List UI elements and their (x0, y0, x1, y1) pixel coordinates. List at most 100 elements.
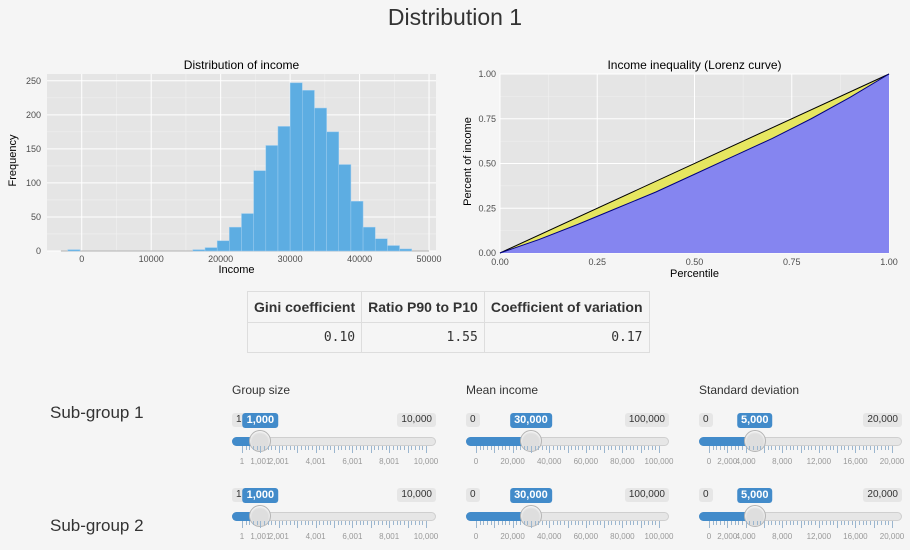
slider-tick (275, 521, 277, 525)
slider-tick (730, 521, 732, 525)
slider-tick (811, 521, 813, 525)
slider-tick (367, 521, 369, 525)
slider-tick (884, 521, 886, 525)
slider-tick (414, 521, 416, 525)
subgroup-1-standard-deviation-slider[interactable]: 0 20,000 5,000 0 2,000 4,000 8,000 12,000 16,000… (699, 413, 904, 475)
slider-grid-label: 40,000 (536, 532, 562, 541)
slider-tick (709, 521, 710, 528)
slider-tick (829, 446, 831, 450)
slider-value-label: 5,000 (736, 488, 773, 503)
histogram-bar (350, 201, 364, 252)
slider-tick (359, 521, 361, 525)
slider-tick (260, 521, 262, 528)
slider-tick (629, 446, 631, 450)
slider-max-label: 10,000 (397, 488, 436, 502)
slider-handle[interactable] (249, 430, 272, 452)
slider-tick (644, 521, 646, 525)
slider-tick (293, 521, 295, 525)
slider-tick (716, 446, 718, 450)
subgroup-1-label: Sub-group 1 (50, 403, 144, 422)
slider-tick (567, 521, 569, 528)
slider-tick (888, 446, 890, 450)
slider-tick (712, 521, 714, 525)
y-tick-label: 200 (26, 110, 41, 120)
slider-tick (359, 446, 361, 450)
slider-tick (549, 446, 551, 453)
slider-tick (881, 521, 883, 525)
slider-tick (563, 521, 565, 525)
slider-grid-label: 10,000 (413, 532, 439, 541)
slider-tick (403, 521, 405, 525)
slider-tick (807, 521, 809, 525)
slider-tick (855, 521, 857, 528)
slider-tick (267, 446, 269, 450)
slider-tick (596, 446, 598, 450)
slider-tick (648, 521, 650, 525)
slider-tick (752, 446, 754, 450)
slider-tick (734, 446, 736, 450)
slider-tick (574, 446, 576, 450)
slider-tick (370, 446, 372, 453)
subgroup-2-mean-income-slider[interactable]: 0 100,000 30,000 0 20,000 40,000 60,000 80,000 1… (466, 488, 673, 550)
slider-tick (385, 446, 387, 450)
slider-tick (549, 521, 551, 528)
slider-tick (326, 521, 328, 525)
slider-tick (523, 446, 525, 450)
subgroup-2-group-size-slider[interactable]: 1 10,000 1,000 1 1,001 2,001 4,001 6,001 8,001 10… (232, 488, 439, 550)
slider-tick (793, 446, 795, 450)
slider-tick (315, 446, 317, 453)
subgroup-1-mean-income-slider[interactable]: 0 100,000 30,000 0 20,000 40,000 60,000 80,000 1… (466, 413, 673, 475)
histogram-ylabel: Frequency (7, 134, 19, 186)
slider-tick (483, 446, 485, 450)
slider-tick (640, 446, 642, 453)
slider-handle[interactable] (249, 505, 272, 527)
slider-tick (407, 446, 409, 453)
slider-tick (271, 521, 273, 525)
slider-grid-label: 20,000 (879, 532, 905, 541)
slider-tick (840, 521, 842, 525)
histogram-bar (374, 238, 388, 252)
slider-tick (870, 521, 872, 525)
slider-tick (837, 521, 839, 528)
slider-grid-label: 60,000 (573, 532, 599, 541)
histogram-bar (326, 131, 339, 252)
slider-tick (589, 446, 591, 450)
slider-tick (483, 521, 485, 525)
slider-grid-label: 80,000 (610, 457, 635, 466)
slider-tick (407, 521, 409, 528)
slider-tick (615, 446, 617, 450)
slider-tick (534, 521, 536, 525)
slider-tick (552, 521, 554, 525)
slider-tick (426, 521, 427, 528)
slider-tick (629, 521, 631, 525)
y-tick-label: 150 (26, 144, 41, 154)
slider-tick (260, 446, 262, 453)
slider-max-label: 10,000 (397, 413, 436, 427)
slider-tick (311, 521, 313, 525)
slider-tick (245, 521, 247, 525)
slider-tick (804, 446, 806, 450)
subgroup-1-group-size-slider[interactable]: 1 10,000 1,000 1 1,001 2,001 4,001 6,001 8,001 10… (232, 413, 438, 475)
slider-grid-label: 1 (239, 532, 245, 541)
subgroup-2-standard-deviation-slider[interactable]: 0 20,000 5,000 0 2,000 4,000 8,000 12,000 16,000… (699, 488, 905, 550)
slider-tick (571, 521, 573, 525)
slider-tick (381, 521, 383, 525)
slider-grid-label: 4,001 (305, 532, 326, 541)
slider-tick (892, 446, 893, 453)
slider-tick (334, 521, 335, 528)
slider-tick (734, 521, 736, 525)
slider-ticks (232, 521, 436, 531)
slider-tick (494, 521, 496, 528)
lorenz-line (499, 73, 890, 254)
slider-tick (545, 521, 547, 525)
slider-tick (727, 521, 729, 528)
histogram-bar (229, 226, 242, 252)
slider-tick (563, 446, 565, 450)
slider-grid-label: 6,001 (342, 457, 363, 466)
y-tick-label: 0.75 (478, 114, 496, 124)
slider-fill (699, 437, 755, 446)
slider-tick (385, 521, 387, 525)
slider-tick (622, 521, 624, 528)
slider-tick (337, 521, 339, 525)
slider-tick (826, 446, 828, 450)
